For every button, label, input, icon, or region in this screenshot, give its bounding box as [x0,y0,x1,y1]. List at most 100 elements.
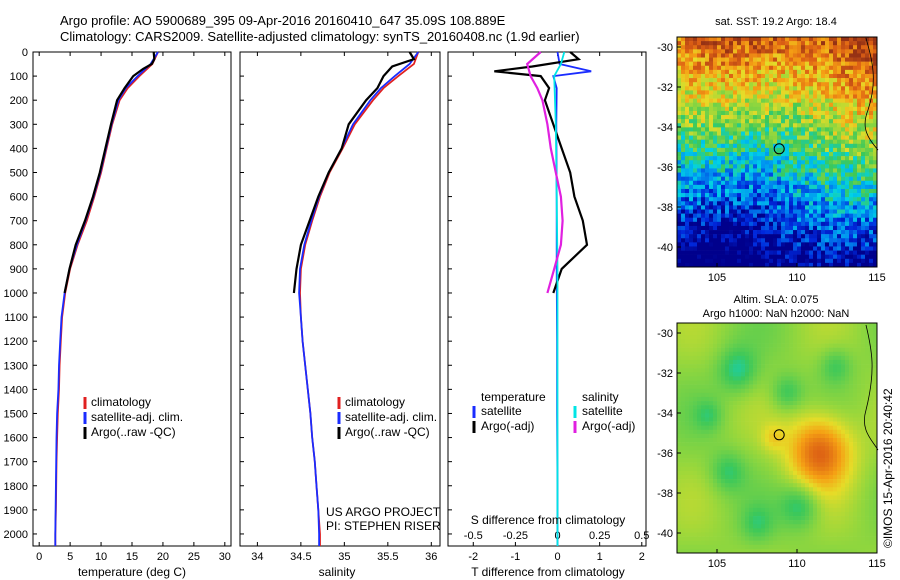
sla-cell [833,339,838,344]
sla-cell [709,450,714,455]
sst-cell [749,102,754,108]
sla-cell [869,470,874,476]
sst-cell [773,86,778,91]
sst-cell [749,188,754,194]
sst-cell [789,110,794,116]
sst-cell [793,221,798,227]
sla-cell [709,458,714,463]
sst-cell [829,188,834,194]
sst-cell [753,73,758,79]
sla-cell [829,442,834,447]
sst-cell [709,82,714,87]
sst-cell [705,238,710,243]
sla-cell [721,446,726,451]
sla-cell [833,380,838,385]
sla-cell [729,446,734,451]
sla-cell [753,359,758,365]
sla-cell [741,466,746,472]
sla-cell [745,392,750,398]
sla-cell [829,421,834,426]
sla-cell [833,396,838,402]
sst-cell [809,225,814,231]
sst-cell [841,106,846,112]
sla-cell [677,470,682,476]
sst-cell [873,225,878,231]
sst-cell [821,45,826,50]
sla-cell [817,327,822,332]
sla-cell [781,323,786,328]
sst-cell [693,61,698,67]
sst-cell [837,135,842,140]
sst-cell [769,135,774,140]
sla-cell [741,355,746,361]
sst-cell [837,225,842,231]
sst-cell [737,213,742,219]
sst-cell [829,115,834,120]
sst-cell [829,230,834,235]
sst-cell [725,250,730,255]
sla-cell [873,396,878,402]
sla-cell [733,479,738,484]
sla-cell [857,442,862,447]
sst-cell [857,115,862,120]
sst-cell [829,123,834,128]
sla-cell [785,417,790,422]
sla-cell [685,409,690,414]
sla-cell [769,438,774,443]
sst-cell [809,197,814,202]
sst-cell [865,78,870,83]
sst-cell [777,53,782,58]
legend-temperature-heading: temperature [481,390,546,404]
sst-cell [861,213,866,219]
sla-cell [861,470,866,476]
sst-cell [681,156,686,161]
sla-cell [745,417,750,422]
sst-cell [709,69,714,75]
sst-cell [873,180,878,186]
sla-cell [685,372,690,377]
sst-cell [841,250,846,255]
sla-cell [729,364,734,369]
sst-cell [717,94,722,99]
sst-cell [789,221,794,227]
sst-cell [869,213,874,219]
sst-cell [873,45,878,50]
sst-cell [713,37,718,42]
sla-cell [749,483,754,488]
sla-cell [869,413,874,418]
sst-cell [845,119,850,124]
sla-cell [813,364,818,369]
sla-cell [865,343,870,348]
sst-cell [737,41,742,46]
sst-cell [681,246,686,251]
sst-cell [729,45,734,50]
sst-cell [785,110,790,116]
sst-cell [677,102,682,108]
sla-cell [793,442,798,447]
sla-cell [749,384,754,390]
sst-cell [769,234,774,239]
sst-cell [853,131,858,136]
sst-cell [721,135,726,140]
sst-cell [773,102,778,108]
sst-cell [857,250,862,255]
sla-cell [857,368,862,373]
sst-cell [781,131,786,136]
sst-cell [809,254,814,260]
sst-cell [709,262,714,268]
sst-cell [849,98,854,104]
sst-cell [797,53,802,58]
sla-cell [781,421,786,426]
sla-cell [721,380,726,385]
sla-cell [773,433,778,439]
sla-cell [745,466,750,472]
sla-cell [757,347,762,353]
sst-cell [765,160,770,165]
sst-cell [833,168,838,173]
sst-cell [761,45,766,50]
sla-cell [861,331,866,336]
sla-cell [733,364,738,369]
sst-cell [785,242,790,247]
sla-cell [813,454,818,459]
sla-cell [837,335,842,340]
